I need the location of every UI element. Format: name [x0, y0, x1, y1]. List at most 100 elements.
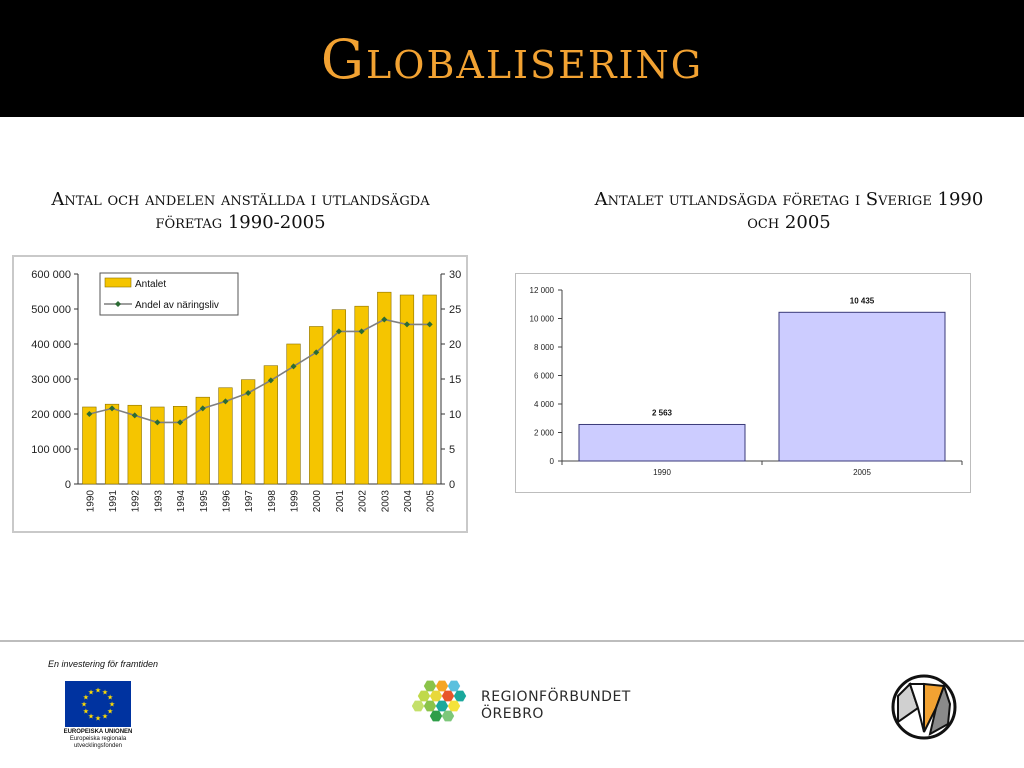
- eu-star: ★: [88, 688, 94, 696]
- left-chart-caption-line1: Antal och andelen anställda i utlandsägd…: [51, 189, 430, 210]
- right-chart-caption-line2: och 2005: [747, 212, 831, 233]
- y-tick-label: 500 000: [31, 304, 71, 316]
- x-tick-label: 1995: [199, 490, 210, 513]
- x-tick-label: 2004: [403, 490, 414, 513]
- bar: [331, 309, 347, 485]
- x-tick-label: 1991: [108, 490, 119, 513]
- hexagon-cell: [447, 700, 461, 712]
- line-point: [426, 321, 433, 328]
- hexagon-cell: [417, 690, 431, 702]
- region-name-line1: REGIONFÖRBUNDET: [481, 689, 631, 705]
- employees-chart-svg: 0 100 000 200 000 300 000 400 000 500 000 600 …: [31, 269, 461, 513]
- eu-star: ★: [109, 701, 115, 709]
- hexagon-cell: [435, 680, 449, 692]
- x-tick-label: 2005: [853, 468, 871, 477]
- eu-star: ★: [95, 687, 101, 695]
- bar: [82, 406, 97, 485]
- bar: [263, 365, 278, 485]
- y2-tick-label: 25: [449, 304, 461, 316]
- chart-legend: Antalet Andel av näringsliv: [99, 272, 239, 316]
- right-chart-caption-line1: Antalet utlandsägda företag i Sverige 19…: [594, 189, 984, 210]
- hexagon-cell: [441, 710, 455, 722]
- region-name-line2: ÖREBRO: [481, 706, 544, 722]
- line-point: [245, 390, 252, 396]
- hexagon-cell: [429, 690, 443, 702]
- x-tick-label: 2003: [380, 490, 391, 513]
- bar: [241, 379, 256, 485]
- y-tick-label: 4 000: [534, 400, 555, 409]
- y-tick-label: 0: [65, 479, 71, 491]
- y-tick-label: 300 000: [31, 374, 71, 386]
- line-point: [154, 419, 161, 426]
- bar: [309, 326, 324, 485]
- eu-star: ★: [102, 688, 108, 696]
- x-tick-label: 1993: [153, 490, 164, 513]
- line-point: [290, 363, 297, 370]
- hexagon-cell: [423, 700, 437, 712]
- share-line: [89, 318, 430, 424]
- line-point: [222, 398, 229, 405]
- right-chart-caption: Antalet utlandsägda företag i Sverige 19…: [566, 188, 1012, 234]
- legend-line-marker: [115, 301, 121, 307]
- x-tick-label: 1990: [653, 468, 671, 477]
- eu-star: ★: [81, 701, 87, 709]
- eu-star: ★: [88, 713, 94, 721]
- partner-m-logo: [891, 674, 957, 740]
- line-point: [177, 419, 184, 426]
- companies-chart: 0 2 000 4 000 6 000 8 000 10 000 12 000 2 563 19…: [515, 273, 971, 493]
- y-tick-label: 400 000: [31, 339, 71, 351]
- bar: [218, 387, 233, 485]
- hexagon-cell: [453, 690, 467, 702]
- line-point: [109, 405, 116, 412]
- bar: [778, 311, 946, 462]
- hexagon-cell: [435, 700, 449, 712]
- bar: [286, 343, 301, 485]
- eu-star: ★: [107, 694, 113, 702]
- x-tick-label: 1994: [176, 490, 187, 513]
- left-chart-caption-line2: företag 1990-2005: [155, 212, 326, 233]
- bar: [422, 294, 437, 485]
- y-tick-label: 0: [550, 457, 555, 466]
- eu-star: ★: [102, 713, 108, 721]
- legend-bar-swatch: [104, 277, 132, 288]
- data-label: 2 563: [652, 408, 673, 417]
- bar: [377, 291, 392, 485]
- y-tick-label: 12 000: [530, 286, 555, 295]
- line-point: [86, 411, 93, 417]
- region-name: REGIONFÖRBUNDET ÖREBRO: [481, 689, 631, 723]
- x-tick-label: 1998: [267, 490, 278, 513]
- line-point: [381, 316, 388, 323]
- bar: [104, 403, 120, 485]
- eu-fund-line2: utvecklingsfonden: [73, 743, 123, 749]
- line-point: [403, 321, 410, 328]
- eu-tagline: En investering för framtiden: [48, 659, 159, 669]
- x-tick-label: 2000: [312, 490, 323, 513]
- y-tick-label: 100 000: [31, 444, 71, 456]
- y-tick-label: 6 000: [534, 372, 555, 381]
- eu-star: ★: [83, 694, 89, 702]
- bar: [195, 396, 210, 485]
- x-tick-label: 1996: [221, 490, 232, 513]
- x-tick-label: 1992: [131, 490, 142, 513]
- companies-chart-svg: 0 2 000 4 000 6 000 8 000 10 000 12 000 2 563 19…: [530, 286, 963, 477]
- hexagon-cell: [429, 710, 443, 722]
- line-point: [335, 328, 342, 335]
- bar: [354, 305, 369, 485]
- region-hexagon-logo: [412, 680, 467, 722]
- line-point: [358, 328, 365, 335]
- eu-star: ★: [95, 715, 101, 723]
- y-tick-label: 8 000: [534, 343, 555, 352]
- hexagon-cell: [447, 680, 461, 692]
- y2-tick-label: 20: [449, 339, 461, 351]
- x-tick-label: 1997: [244, 490, 255, 513]
- title-bar: [0, 0, 1024, 117]
- y-tick-label: 10 000: [530, 315, 555, 324]
- footer-divider: [0, 640, 1024, 642]
- line-point: [313, 349, 320, 356]
- y2-tick-label: 15: [449, 374, 461, 386]
- legend-bar-label: Antalet: [135, 279, 166, 290]
- bar: [172, 406, 188, 485]
- y-tick-label: 200 000: [31, 409, 71, 421]
- bar: [578, 423, 746, 462]
- employees-chart: 0 100 000 200 000 300 000 400 000 500 000 600 …: [12, 255, 468, 533]
